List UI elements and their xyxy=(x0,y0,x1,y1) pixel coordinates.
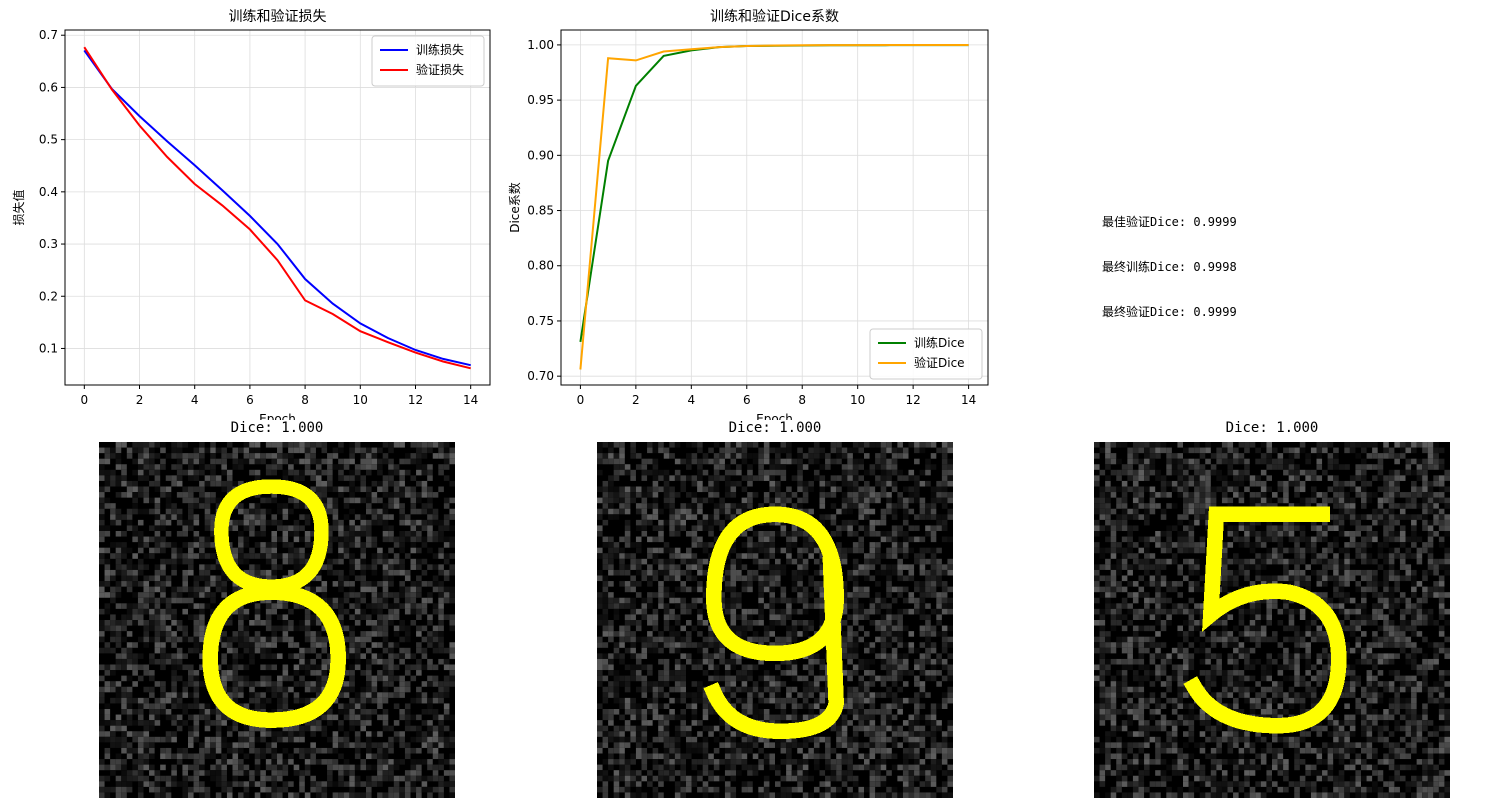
y-tick-label: 0.1 xyxy=(39,341,58,355)
y-tick-label: 0.6 xyxy=(39,80,58,94)
y-tick-label: 0.80 xyxy=(527,259,554,273)
legend: 训练Dice 验证Dice xyxy=(869,328,983,380)
plot-frame xyxy=(64,29,491,386)
x-tick-label: 8 xyxy=(798,393,806,407)
y-tick-label: 0.3 xyxy=(39,237,58,251)
series-line-1 xyxy=(83,49,471,367)
y-axis-label: Dice系数 xyxy=(507,182,522,233)
legend-label: 训练Dice xyxy=(914,335,965,350)
series-line-2 xyxy=(83,46,471,370)
sample-title-2: Dice: 1.000 xyxy=(728,420,822,436)
x-tick-label: 2 xyxy=(632,393,640,407)
x-tick-label: 6 xyxy=(743,393,751,407)
sample-image-2 xyxy=(597,442,953,798)
x-tick-label: 4 xyxy=(191,393,199,407)
legend-frame xyxy=(371,35,485,87)
legend-label: 验证损失 xyxy=(416,62,464,77)
y-tick-label: 0.70 xyxy=(527,369,554,383)
y-tick-label: 0.90 xyxy=(527,148,554,162)
series-line-1 xyxy=(579,44,969,343)
y-axis-label: 损失值 xyxy=(11,189,26,225)
sample-image-3 xyxy=(1094,442,1450,798)
x-tick-label: 4 xyxy=(687,393,695,407)
y-tick-label: 0.95 xyxy=(527,93,554,107)
chart-title: 训练和验证损失 xyxy=(229,9,327,25)
legend-label: 验证Dice xyxy=(914,355,965,370)
x-tick-label: 10 xyxy=(850,393,865,407)
image-noise xyxy=(597,442,953,798)
digit-mask-stroke xyxy=(703,556,845,740)
x-tick-label: 14 xyxy=(961,393,976,407)
x-tick-label: 10 xyxy=(353,393,368,407)
x-tick-label: 14 xyxy=(463,393,478,407)
stats-best-val-dice: 最佳验证Dice: 0.9999 xyxy=(1102,215,1237,229)
x-tick-label: 8 xyxy=(301,393,309,407)
digit-mask-stroke xyxy=(214,479,329,594)
y-tick-label: 0.2 xyxy=(39,289,58,303)
x-tick-label: 12 xyxy=(905,393,920,407)
y-tick-label: 1.00 xyxy=(527,38,554,52)
sample-title-3: Dice: 1.000 xyxy=(1225,420,1319,436)
legend-label: 训练损失 xyxy=(416,42,464,57)
x-tick-label: 0 xyxy=(577,393,585,407)
x-axis-label: Epoch xyxy=(756,412,793,420)
digit-mask-stroke xyxy=(202,584,346,728)
sample-title-1: Dice: 1.000 xyxy=(230,420,324,436)
plot-frame xyxy=(560,29,989,386)
image-noise xyxy=(99,442,455,798)
y-tick-label: 0.5 xyxy=(39,133,58,147)
stats-text-block: 最佳验证Dice: 0.9999 最终训练Dice: 0.9998 最终验证Di… xyxy=(1102,185,1237,335)
sample-image-1 xyxy=(99,442,455,798)
y-tick-label: 0.7 xyxy=(39,28,58,42)
y-tick-label: 0.4 xyxy=(39,185,58,199)
stats-final-train-dice: 最终训练Dice: 0.9998 xyxy=(1102,260,1237,274)
loss-chart: 0 2 4 6 8 10 12 14 0.1 0.2 0.3 0.4 0.5 0.6 0.7 训练和验证损失 E… xyxy=(11,9,491,420)
x-tick-label: 2 xyxy=(136,393,144,407)
legend-frame xyxy=(869,328,983,380)
x-tick-label: 12 xyxy=(408,393,423,407)
y-tick-label: 0.85 xyxy=(527,204,554,218)
charts-figure: 0 2 4 6 8 10 12 14 0.1 0.2 0.3 0.4 0.5 0.6 0.7 训练和验证损失 E… xyxy=(11,9,989,420)
stats-final-val-dice: 最终验证Dice: 0.9999 xyxy=(1102,305,1237,319)
x-tick-label: 6 xyxy=(246,393,254,407)
y-tick-label: 0.75 xyxy=(527,314,554,328)
dice-chart: 0 2 4 6 8 10 12 14 0.70 0.75 0.80 0.85 0.90 0.95 1.00 训… xyxy=(507,9,989,420)
digit-mask-stroke xyxy=(1183,506,1347,734)
x-tick-label: 0 xyxy=(80,393,88,407)
chart-title: 训练和验证Dice系数 xyxy=(710,9,839,25)
x-axis-label: Epoch xyxy=(259,412,296,420)
series-line-2 xyxy=(579,44,969,370)
